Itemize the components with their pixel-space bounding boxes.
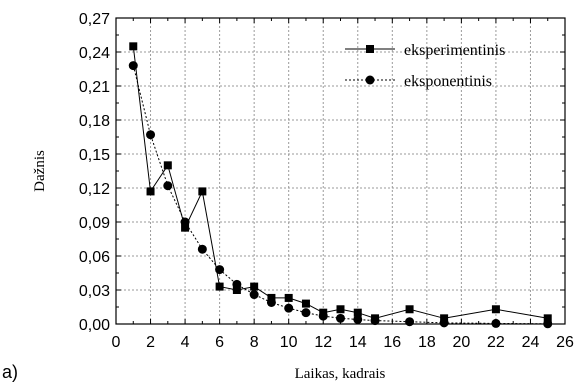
data-point-eksperimentinis: [146, 187, 155, 196]
series-group: [128, 42, 553, 329]
x-tick-label: 16: [383, 334, 401, 351]
data-point-eksperimentinis: [336, 305, 345, 314]
x-tick-label: 6: [215, 334, 224, 351]
y-tick-label: 0,18: [79, 113, 110, 130]
data-point-eksperimentinis: [163, 161, 172, 170]
data-point-eksperimentinis: [250, 282, 259, 291]
data-point-eksponentinis: [543, 319, 553, 329]
data-point-eksperimentinis: [232, 286, 241, 294]
y-tick-label: 0,06: [79, 249, 110, 266]
data-point-eksponentinis: [197, 244, 207, 254]
data-point-eksperimentinis: [215, 282, 224, 291]
data-point-eksponentinis: [215, 265, 225, 275]
x-tick-label: 4: [181, 334, 190, 351]
x-tick-label: 14: [349, 334, 367, 351]
data-point-eksponentinis: [336, 313, 345, 323]
y-tick-label: 0,00: [79, 317, 110, 334]
data-point-eksperimentinis: [405, 305, 414, 314]
x-tick-label: 0: [112, 334, 121, 351]
data-point-eksponentinis: [266, 297, 276, 307]
panel-label: a): [2, 362, 18, 382]
data-point-eksperimentinis: [491, 305, 500, 314]
legend-marker-eksponentinis: [365, 75, 375, 85]
x-tick-label: 24: [522, 334, 540, 351]
grid: [116, 18, 565, 324]
data-point-eksponentinis: [284, 303, 294, 313]
x-tick-label: 18: [418, 334, 436, 351]
data-point-eksperimentinis: [284, 293, 293, 302]
data-point-eksponentinis: [180, 217, 190, 227]
legend: eksperimentinis eksponentinis: [345, 42, 505, 90]
x-ticks: 0 2 4 6 8 10 12 14 16 18 20 22 24 26: [112, 18, 574, 351]
data-point-eksponentinis: [232, 279, 242, 289]
x-tick-label: 12: [314, 334, 332, 351]
data-point-eksperimentinis: [301, 299, 310, 308]
data-point-eksponentinis: [439, 318, 449, 328]
data-point-eksponentinis: [301, 308, 311, 318]
legend-label-eksperimentinis: eksperimentinis: [404, 42, 505, 59]
data-point-eksperimentinis: [129, 42, 138, 51]
data-point-eksponentinis: [370, 316, 380, 326]
data-point-eksponentinis: [163, 181, 173, 191]
legend-label-eksponentinis: eksponentinis: [404, 73, 492, 90]
x-tick-label: 8: [250, 334, 259, 351]
data-point-eksperimentinis: [181, 223, 190, 232]
x-axis-label: Laikas, kadrais: [295, 366, 386, 382]
data-point-eksponentinis: [249, 290, 259, 300]
legend-marker-eksperimentinis: [366, 45, 374, 53]
x-tick-label: 10: [280, 334, 298, 351]
data-point-eksponentinis: [146, 130, 156, 140]
data-point-eksperimentinis: [198, 187, 207, 196]
y-axis-label: Dažnis: [32, 150, 48, 192]
x-tick-label: 26: [556, 334, 574, 351]
data-point-eksponentinis: [128, 61, 138, 71]
y-tick-label: 0,03: [79, 283, 110, 300]
y-tick-label: 0,09: [79, 215, 110, 232]
x-tick-label: 20: [452, 334, 470, 351]
data-point-eksperimentinis: [440, 314, 449, 323]
data-point-eksponentinis: [318, 311, 328, 321]
data-point-eksperimentinis: [353, 308, 362, 317]
y-tick-label: 0,21: [79, 79, 110, 96]
data-point-eksponentinis: [353, 314, 363, 324]
data-point-eksperimentinis: [543, 314, 552, 323]
x-tick-label: 2: [146, 334, 155, 351]
data-point-eksperimentinis: [267, 293, 276, 302]
y-tick-label: 0,15: [79, 147, 110, 164]
plot-area: [116, 18, 565, 324]
data-point-eksponentinis: [405, 317, 415, 327]
y-ticks: 0,00 0,03 0,06 0,09 0,12 0,15 0,18 0,21 0,24 0,27: [79, 11, 565, 334]
x-tick-label: 22: [487, 334, 505, 351]
y-tick-label: 0,12: [79, 181, 110, 198]
y-tick-label: 0,27: [79, 11, 110, 28]
data-point-eksponentinis: [491, 318, 501, 328]
y-tick-label: 0,24: [79, 45, 110, 62]
